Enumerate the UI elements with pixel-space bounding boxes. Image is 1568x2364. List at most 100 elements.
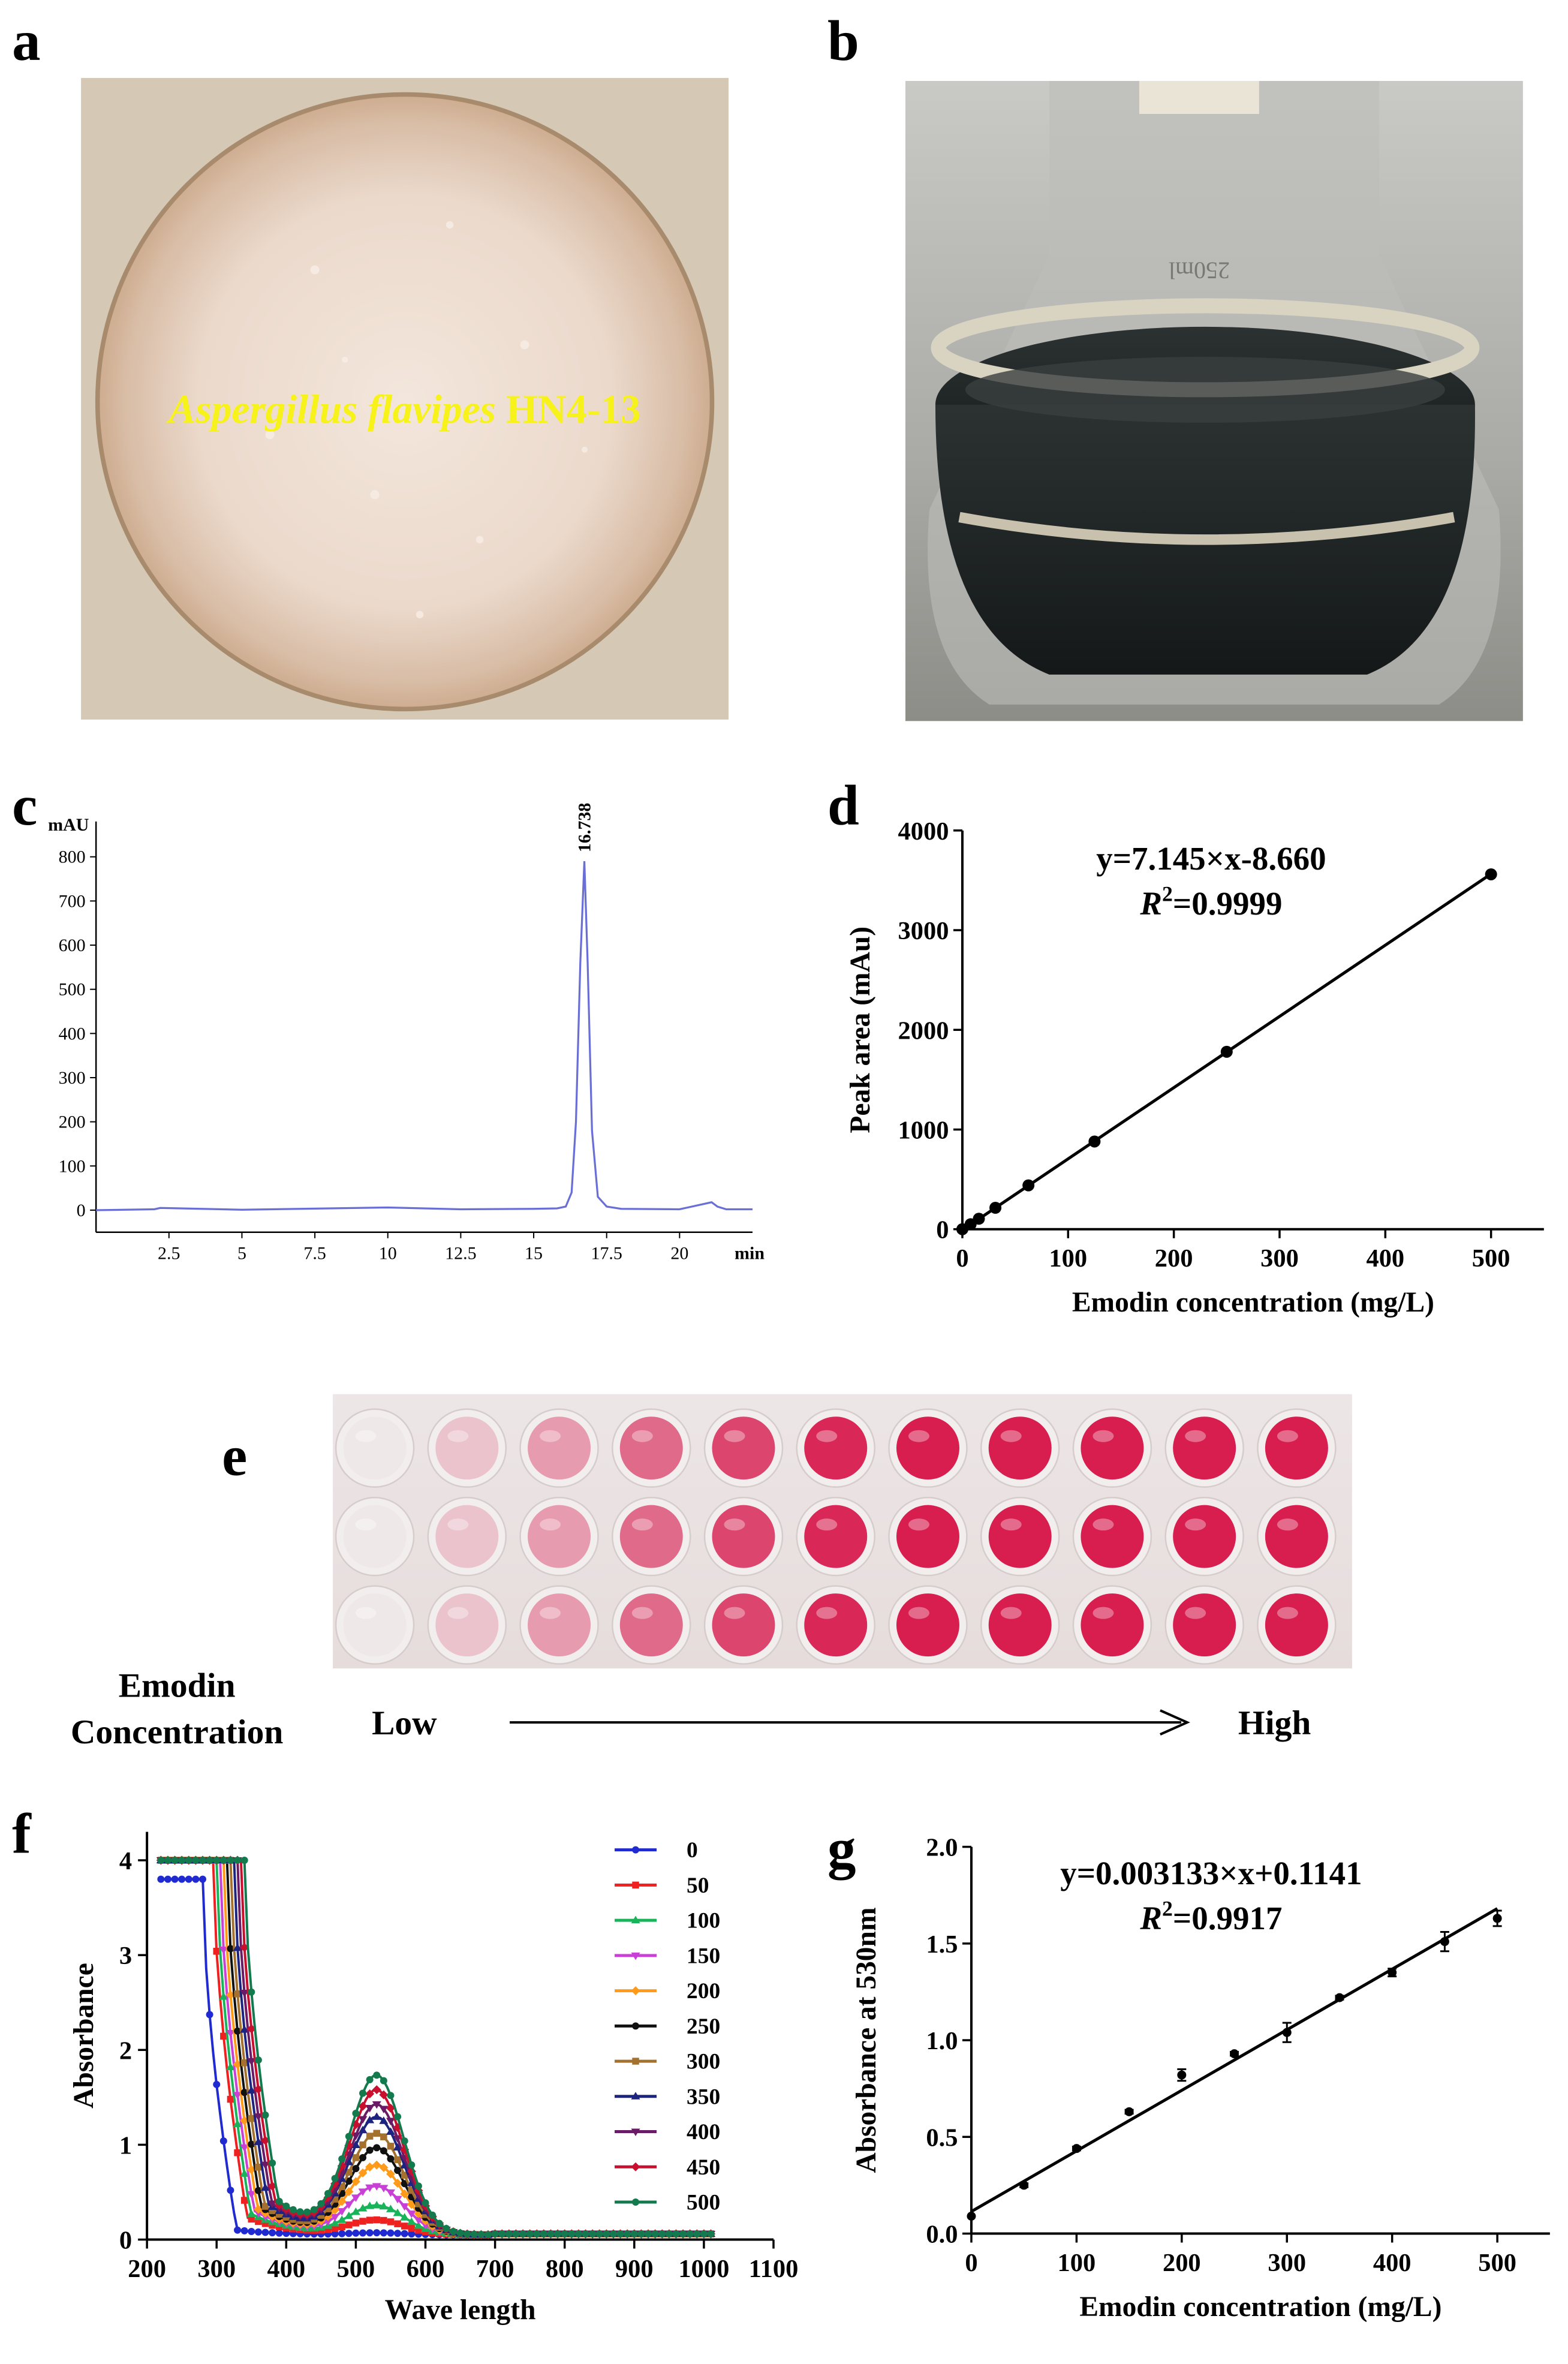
low-label: Low xyxy=(372,1704,437,1742)
y-tick-label: 1.5 xyxy=(926,1930,958,1959)
well xyxy=(619,1505,683,1568)
spectrum-marker xyxy=(206,2011,213,2019)
well-highlight xyxy=(447,1430,469,1442)
svg-text:250ml: 250ml xyxy=(1169,257,1230,284)
well-highlight xyxy=(724,1607,745,1619)
spectrum-marker xyxy=(178,1857,186,1864)
well-highlight xyxy=(631,1430,653,1442)
spectrum-marker xyxy=(234,2226,242,2234)
x-tick-label: 10 xyxy=(379,1244,397,1264)
spectrum-marker xyxy=(282,2202,290,2210)
spectrum-marker xyxy=(248,2227,255,2235)
data-point xyxy=(1282,2028,1292,2037)
y-tick-label: 0.0 xyxy=(926,2221,958,2249)
spectrum-marker xyxy=(275,2197,283,2205)
spectrum-marker xyxy=(407,2210,416,2218)
spectrum-marker xyxy=(394,2167,402,2174)
spectrum-marker xyxy=(665,2230,673,2238)
spectrum-marker xyxy=(359,2141,366,2149)
spectrum-marker xyxy=(394,2220,401,2227)
x-tick-label: 500 xyxy=(1472,1244,1510,1273)
spectrum-marker xyxy=(414,2221,423,2229)
spectrum-marker xyxy=(366,2216,374,2224)
well xyxy=(1081,1593,1144,1657)
well-grid xyxy=(335,1408,1337,1665)
y-tick-label: 3000 xyxy=(898,917,949,945)
spectrum-marker xyxy=(672,2230,680,2238)
spectrum-marker xyxy=(338,2230,346,2237)
peak-label: 16.738 xyxy=(575,803,595,852)
spectrum-marker xyxy=(192,1875,200,1883)
y-tick-label: 400 xyxy=(59,1024,86,1043)
x-tick-label: 12.5 xyxy=(445,1244,476,1264)
emodin-row-label-1: Emodin xyxy=(119,1667,236,1705)
data-point xyxy=(1440,1937,1449,1947)
spectrum-marker xyxy=(372,2085,381,2095)
spectrum-marker xyxy=(351,2194,360,2202)
spectrum-marker xyxy=(227,2186,234,2194)
spectrum-marker xyxy=(609,2230,617,2238)
well xyxy=(435,1593,499,1657)
spectrum-marker xyxy=(199,1875,207,1883)
well-highlight xyxy=(631,1607,653,1619)
spectrum-marker xyxy=(289,2206,297,2213)
x-tick-label: 0 xyxy=(965,2249,977,2277)
spectrum-marker xyxy=(261,2220,269,2227)
r-squared-label: R2=0.9999 xyxy=(1139,882,1282,921)
y-tick-label: 3 xyxy=(119,1942,132,1970)
spectrum-marker xyxy=(693,2230,701,2238)
spectrum-marker xyxy=(331,2174,339,2182)
well-highlight xyxy=(540,1430,561,1442)
data-point xyxy=(1177,2070,1187,2080)
spectrum-marker xyxy=(366,2076,374,2083)
spectrum-marker xyxy=(296,2208,304,2216)
spectrum-marker xyxy=(254,2137,263,2145)
x-unit: min xyxy=(735,1244,765,1264)
x-tick-label: 1000 xyxy=(678,2255,729,2283)
spectrum-marker xyxy=(352,2110,360,2118)
spectrum-marker xyxy=(157,1875,165,1883)
y-tick-label: 0 xyxy=(119,2227,132,2255)
well-highlight xyxy=(1000,1518,1022,1531)
well-highlight xyxy=(1000,1430,1022,1442)
x-tick-label: 600 xyxy=(407,2255,445,2283)
well-highlight xyxy=(1277,1518,1298,1531)
spectrum-marker xyxy=(227,2095,234,2103)
panel-e-letter: e xyxy=(222,1424,247,1488)
spectrum-marker xyxy=(248,2215,255,2223)
spectrum-marker xyxy=(240,2059,248,2067)
spectrum-marker xyxy=(429,2211,437,2219)
spectrum-marker xyxy=(379,2116,389,2124)
well-highlight xyxy=(908,1518,929,1531)
spectrum-marker xyxy=(393,2143,402,2151)
spectrum-marker xyxy=(282,2230,290,2237)
panel-g-letter: g xyxy=(827,1817,856,1881)
data-point xyxy=(989,1202,1002,1214)
spectrum-marker xyxy=(206,1857,213,1864)
spectrum-marker xyxy=(248,2140,255,2148)
spectrum-marker xyxy=(401,2171,408,2179)
spectrum-marker xyxy=(338,2183,345,2191)
spectrum-marker xyxy=(219,1992,228,2000)
spectrum-marker xyxy=(379,2090,389,2100)
spectrum-marker xyxy=(408,2230,416,2238)
spectrum-marker xyxy=(679,2230,687,2238)
legend-label: 50 xyxy=(687,1873,709,1898)
spectrum-marker xyxy=(631,2128,640,2137)
spectrum-marker xyxy=(631,1952,640,1960)
spectrum-marker xyxy=(630,2230,638,2238)
spectrum-marker xyxy=(408,2161,416,2169)
r-superscript: 2 xyxy=(1162,882,1173,906)
spectrum-marker xyxy=(233,1943,242,1951)
data-point xyxy=(973,1213,985,1225)
spectrum-marker xyxy=(379,2163,389,2172)
well-highlight xyxy=(540,1607,561,1619)
spectrum-marker xyxy=(359,2154,367,2161)
spectrum-marker xyxy=(220,2032,227,2040)
spectrum-marker xyxy=(401,2230,408,2237)
spectrum-marker xyxy=(261,2111,269,2119)
spectrum-marker xyxy=(234,1990,241,1998)
spectrum-marker xyxy=(373,2144,381,2152)
strain-species: Aspergillus flavipes xyxy=(166,387,496,432)
spectrum-marker xyxy=(632,1881,639,1889)
